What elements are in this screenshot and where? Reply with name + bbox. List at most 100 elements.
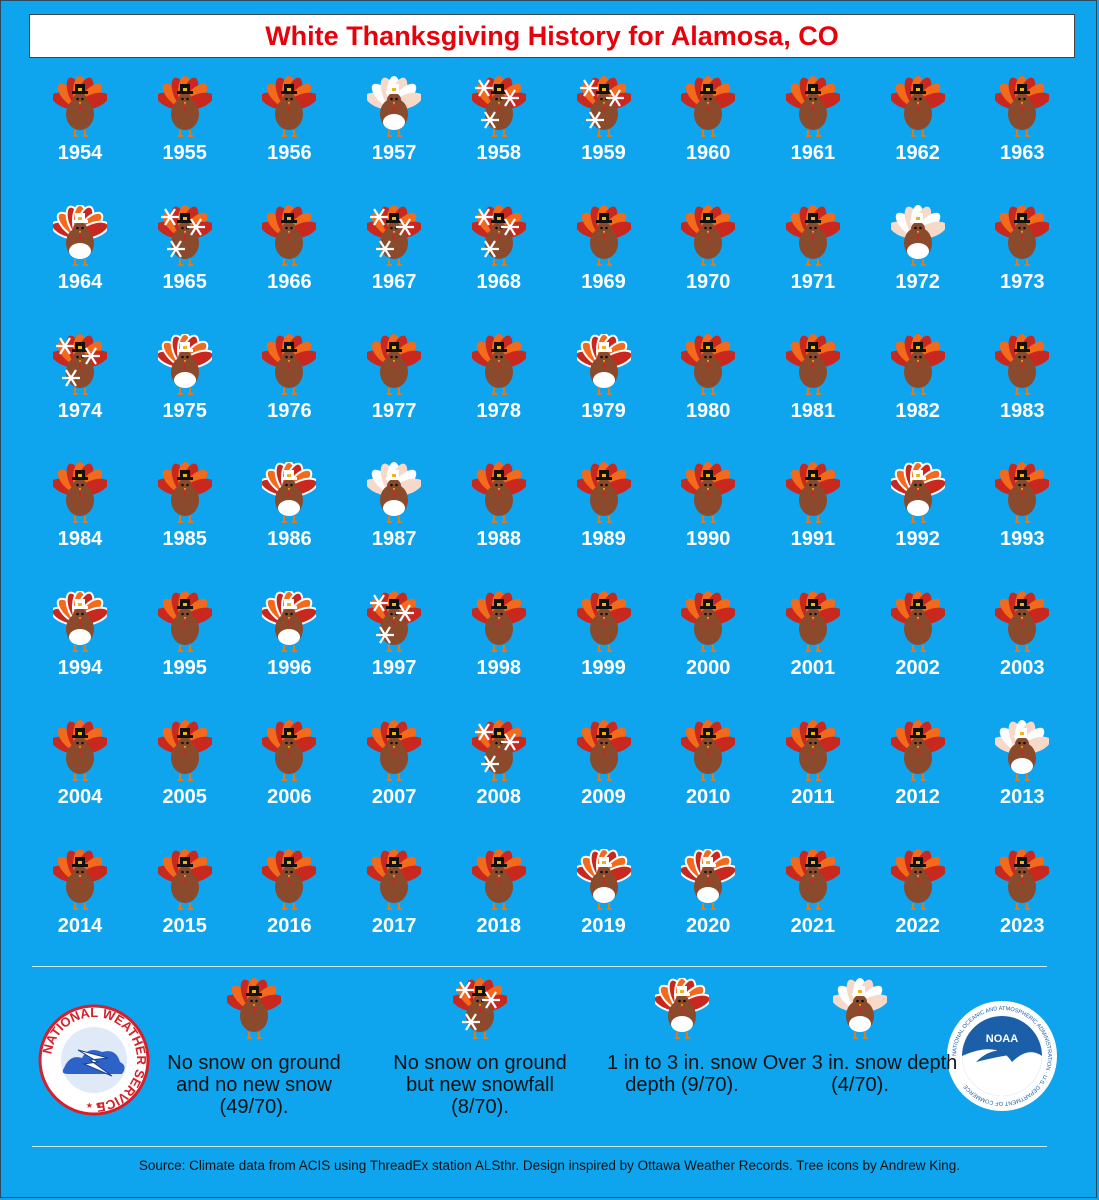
- year-cell: 1973: [970, 199, 1074, 319]
- year-cell: 1966: [237, 199, 341, 319]
- year-cell: 2023: [970, 843, 1074, 963]
- year-cell: 2011: [761, 714, 865, 834]
- year-cell: 2012: [866, 714, 970, 834]
- legend-label: Over 3 in. snow depth (4/70).: [762, 1052, 958, 1096]
- year-cell: 2010: [656, 714, 760, 834]
- year-cell: 1955: [133, 70, 237, 190]
- legend-light-depth: 1 in to 3 in. snow depth (9/70).: [582, 978, 782, 1096]
- year-label: 1960: [685, 142, 731, 164]
- year-cell: 1956: [237, 70, 341, 190]
- year-label: 1981: [790, 399, 836, 422]
- year-cell: 1963: [970, 70, 1074, 190]
- year-label: 1977: [371, 399, 417, 422]
- year-cell: 1965: [133, 199, 237, 319]
- year-cell: 1999: [552, 585, 656, 705]
- year-label: 1990: [685, 528, 731, 551]
- year-cell: 1996: [237, 585, 341, 705]
- year-label: 2015: [162, 914, 207, 937]
- year-cell: 1959: [552, 70, 656, 190]
- year-cell: 1961: [761, 70, 865, 190]
- year-cell: 1998: [447, 585, 551, 705]
- year-label: 1958: [476, 142, 522, 164]
- year-cell: 1986: [237, 456, 341, 576]
- year-cell: 1985: [133, 456, 237, 576]
- year-label: 2002: [895, 657, 940, 680]
- year-cell: 1994: [28, 585, 132, 705]
- year-label: 1955: [162, 142, 207, 164]
- year-cell: 1976: [237, 328, 341, 448]
- turkey-icon: [760, 978, 960, 1042]
- year-label: 1976: [267, 399, 312, 422]
- year-label: 1995: [162, 657, 207, 680]
- year-label: 1972: [895, 270, 940, 293]
- year-label: 1957: [371, 142, 417, 164]
- year-label: 2020: [685, 914, 731, 937]
- year-label: 2022: [895, 914, 940, 937]
- year-cell: 1991: [761, 456, 865, 576]
- year-cell: 2006: [237, 714, 341, 834]
- year-cell: 1964: [28, 199, 132, 319]
- noaa-logo: NOAA NATIONAL OCEANIC AND ATMOSPHERIC AD…: [947, 1001, 1057, 1111]
- year-label: 2017: [371, 914, 417, 937]
- title-box: White Thanksgiving History for Alamosa, …: [29, 14, 1075, 58]
- year-label: 1983: [1000, 399, 1045, 422]
- year-label: 1993: [1000, 528, 1045, 551]
- year-cell: 2020: [656, 843, 760, 963]
- year-label: 1996: [267, 657, 312, 680]
- year-label: 1994: [57, 657, 103, 680]
- year-cell: 2002: [866, 585, 970, 705]
- year-cell: 1974: [28, 328, 132, 448]
- turkey-icon: [582, 978, 782, 1042]
- year-label: 2001: [790, 657, 836, 680]
- year-label: 2008: [476, 786, 522, 808]
- year-label: 1965: [162, 270, 207, 293]
- legend-heavy-depth: Over 3 in. snow depth (4/70).: [760, 978, 960, 1096]
- year-cell: 2003: [970, 585, 1074, 705]
- year-cell: 2022: [866, 843, 970, 963]
- year-cell: 2008: [447, 714, 551, 834]
- year-cell: 1990: [656, 456, 760, 576]
- legend-label: No snow on ground but new snowfall (8/70…: [393, 1052, 567, 1118]
- source-note: Source: Climate data from ACIS using Thr…: [138, 1158, 961, 1173]
- noaa-logo-center: NOAA: [986, 1033, 1018, 1045]
- year-cell: 1962: [866, 70, 970, 190]
- legend-label: 1 in to 3 in. snow depth (9/70).: [606, 1052, 758, 1096]
- year-label: 1978: [476, 399, 522, 422]
- nws-logo: NATIONAL WEATHER SERVICE ★ ★: [38, 1004, 150, 1116]
- year-label: 2010: [685, 786, 731, 808]
- year-cell: 2019: [552, 843, 656, 963]
- year-cell: 2018: [447, 843, 551, 963]
- year-label: 1991: [790, 528, 836, 551]
- year-cell: 1969: [552, 199, 656, 319]
- year-cell: 1978: [447, 328, 551, 448]
- year-label: 1966: [267, 270, 312, 293]
- year-label: 1956: [267, 142, 312, 164]
- year-cell: 1981: [761, 328, 865, 448]
- year-label: 1980: [685, 399, 731, 422]
- divider-top: [32, 966, 1047, 967]
- year-label: 2013: [1000, 786, 1045, 808]
- year-label: 1982: [895, 399, 940, 422]
- year-label: 1973: [1000, 270, 1045, 293]
- year-cell: 1971: [761, 199, 865, 319]
- year-cell: 1992: [866, 456, 970, 576]
- year-cell: 1957: [342, 70, 446, 190]
- year-label: 2014: [57, 914, 103, 937]
- year-cell: 1968: [447, 199, 551, 319]
- year-cell: 1993: [970, 456, 1074, 576]
- year-label: 1979: [581, 399, 626, 422]
- year-cell: 2007: [342, 714, 446, 834]
- year-cell: 2017: [342, 843, 446, 963]
- year-cell: 1983: [970, 328, 1074, 448]
- year-cell: 2016: [237, 843, 341, 963]
- year-cell: 1960: [656, 70, 760, 190]
- year-label: 1974: [57, 399, 103, 422]
- year-cell: 1989: [552, 456, 656, 576]
- year-label: 2011: [791, 786, 835, 808]
- year-label: 2004: [57, 786, 103, 808]
- year-label: 1985: [162, 528, 207, 551]
- year-cell: 2013: [970, 714, 1074, 834]
- year-label: 2006: [267, 786, 312, 808]
- year-label: 1964: [57, 270, 103, 293]
